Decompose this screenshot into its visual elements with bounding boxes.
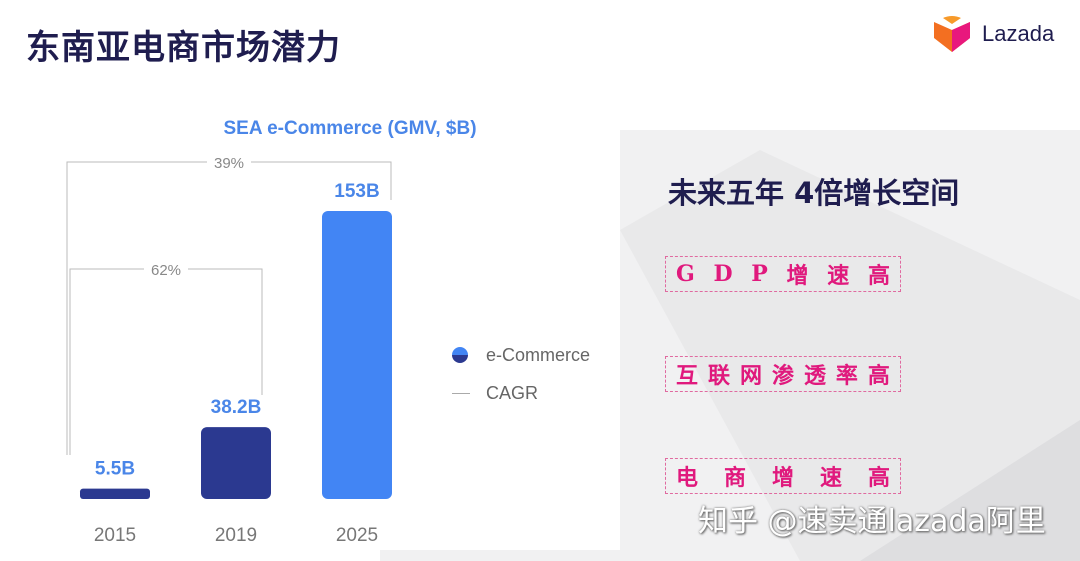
highlight-char: 网 — [739, 363, 762, 389]
highlight-char: 联 — [707, 363, 730, 389]
bar-chart: 5.5B 2015 38.2B 2019 153B 2025 62% 39% — [66, 155, 392, 546]
bar-2025 — [322, 211, 392, 499]
cagr-label: 39% — [214, 155, 244, 172]
highlight-char: 高 — [867, 263, 890, 289]
bar-2019 — [201, 427, 271, 499]
x-tick-label: 2025 — [336, 525, 378, 546]
page-title: 东南亚电商市场潜力 — [26, 28, 341, 68]
data-label: 153B — [334, 181, 379, 202]
growth-title: 未来五年 4倍增长空间 — [668, 176, 960, 210]
highlight-char: 高 — [867, 465, 890, 491]
highlight-char: 高 — [867, 363, 890, 389]
legend-label: e-Commerce — [486, 344, 591, 365]
legend-line-icon — [452, 392, 470, 394]
highlight-char: G — [676, 261, 695, 287]
lazada-heart-icon — [934, 16, 970, 52]
highlight-box: 电商增速高 — [665, 458, 901, 494]
chart-title: SEA e-Commerce (GMV, $B) — [223, 118, 477, 139]
highlight-char: 渗 — [771, 363, 794, 389]
highlight-char: 速 — [827, 263, 850, 289]
highlight-char: 速 — [819, 465, 842, 491]
highlight-char: 商 — [723, 465, 746, 491]
logo-text: Lazada — [982, 21, 1055, 46]
legend-item-ecommerce: e-Commerce — [452, 336, 590, 374]
legend-dot-icon — [452, 347, 468, 363]
highlight-char: 电 — [676, 465, 699, 491]
cagr-bracket — [66, 161, 392, 455]
highlight-char: 互 — [676, 363, 699, 389]
bar-2015 — [80, 488, 150, 499]
cagr-label: 62% — [151, 262, 181, 279]
highlight-char: 率 — [835, 363, 858, 389]
highlight-char: 增 — [771, 465, 794, 491]
legend-item-cagr: CAGR — [452, 374, 590, 412]
data-label: 5.5B — [95, 459, 135, 480]
x-tick-label: 2019 — [215, 525, 257, 546]
highlight-char: P — [751, 261, 768, 287]
lazada-logo: Lazada — [930, 16, 1054, 52]
x-tick-label: 2015 — [94, 525, 136, 546]
legend-label: CAGR — [486, 382, 539, 403]
watermark: 知乎 @速卖通lazada阿里 — [698, 504, 1046, 539]
highlight-char: D — [713, 261, 733, 287]
highlight-box: 互联网渗透率高 — [665, 356, 901, 392]
chart-legend: e-Commerce CAGR — [452, 336, 590, 412]
highlight-char: 增 — [786, 263, 809, 289]
data-label: 38.2B — [211, 397, 262, 418]
cagr-bracket — [69, 268, 263, 455]
highlight-char: 透 — [803, 363, 826, 389]
